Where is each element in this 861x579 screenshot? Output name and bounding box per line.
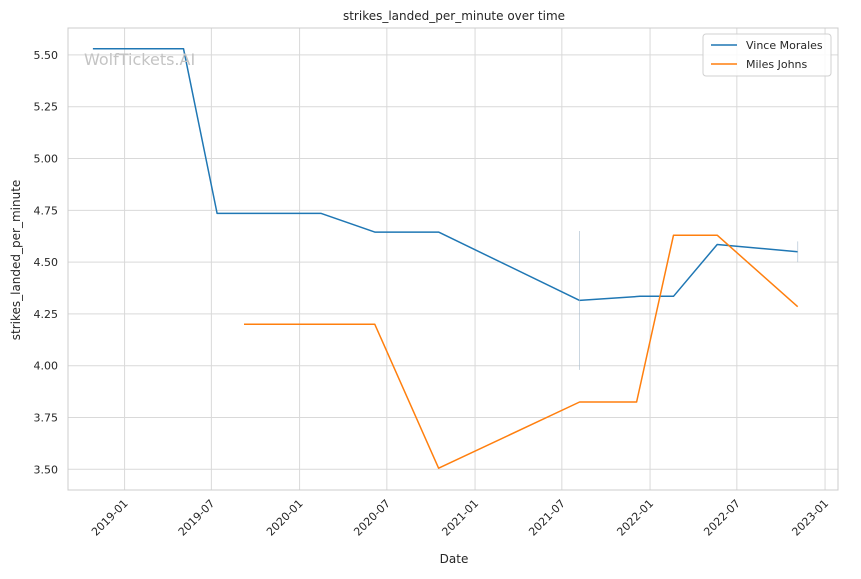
- legend-label-vince-morales: Vince Morales: [746, 39, 823, 52]
- x-axis-label: Date: [440, 552, 469, 566]
- x-tick-label: 2020-01: [264, 497, 306, 539]
- plot-frame: [67, 27, 839, 491]
- series-line-vince-morales: [92, 47, 798, 302]
- y-tick-label: 4.00: [34, 360, 59, 373]
- x-tick-label: 2021-01: [439, 497, 481, 539]
- y-tick-label: 4.50: [34, 256, 59, 269]
- legend-label-miles-johns: Miles Johns: [746, 58, 808, 71]
- y-tick-label: 3.50: [34, 463, 59, 476]
- error-bars: [579, 231, 799, 370]
- series-line-miles-johns: [244, 234, 799, 469]
- x-tick-labels: 2019-01 2019-07 2020-01 2020-07 2021-01 2021-…: [89, 497, 831, 539]
- y-tick-labels: 3.50 3.75 4.00 4.25 4.50 4.75 5.00 5.25 5.50: [34, 49, 59, 476]
- x-tick-label: 2019-01: [89, 497, 131, 539]
- y-tick-label: 4.75: [34, 204, 59, 217]
- legend: Vince Morales Miles Johns: [702, 33, 832, 77]
- chart-title: strikes_landed_per_minute over time: [343, 9, 565, 23]
- x-tick-label: 2021-07: [526, 497, 568, 539]
- y-tick-label: 3.75: [34, 411, 59, 424]
- series-lines: [92, 47, 799, 469]
- y-tick-label: 5.25: [34, 101, 59, 114]
- plot-background: [68, 28, 838, 490]
- y-axis-label: strikes_landed_per_minute: [9, 180, 23, 341]
- x-tick-label: 2022-07: [701, 497, 743, 539]
- y-tick-label: 5.00: [34, 153, 59, 166]
- x-tick-label: 2020-07: [351, 497, 393, 539]
- x-tick-label: 2023-01: [789, 497, 831, 539]
- y-tick-label: 5.50: [34, 49, 59, 62]
- y-tick-label: 4.25: [34, 308, 59, 321]
- grid: [68, 28, 838, 490]
- watermark: WolfTickets.AI: [84, 50, 195, 69]
- x-tick-label: 2019-07: [176, 497, 218, 539]
- x-tick-label: 2022-01: [614, 497, 656, 539]
